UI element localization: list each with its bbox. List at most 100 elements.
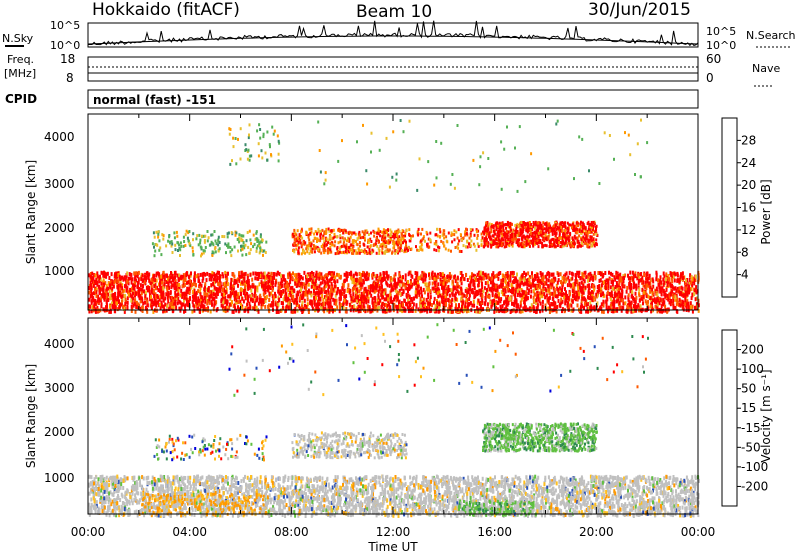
- data-cell: [380, 305, 383, 309]
- data-cell: [435, 290, 438, 295]
- data-cell: [337, 251, 340, 255]
- data-cell: [528, 275, 531, 280]
- data-cell: [323, 284, 326, 289]
- data-cell: [553, 229, 556, 233]
- data-cell: [547, 284, 550, 289]
- data-cell: [381, 230, 384, 234]
- data-cell: [142, 289, 145, 294]
- data-cell: [309, 299, 312, 304]
- data-cell: [675, 288, 678, 293]
- data-cell: [254, 293, 257, 298]
- data-cell: [275, 272, 278, 277]
- data-cell: [249, 294, 252, 299]
- data-cell: [580, 299, 583, 304]
- data-cell: [370, 293, 373, 298]
- data-cell: [605, 299, 608, 304]
- data-cell: [205, 307, 208, 311]
- data-cell: [454, 297, 457, 301]
- data-cell: [394, 251, 397, 255]
- data-cell: [574, 297, 577, 302]
- data-cell: [656, 302, 659, 307]
- data-cell: [295, 247, 298, 251]
- data-cell: [551, 282, 554, 287]
- data-cell: [381, 246, 384, 250]
- data-cell: [422, 297, 425, 302]
- data-cell: [588, 296, 591, 300]
- data-cell: [474, 309, 477, 314]
- data-cell: [362, 291, 365, 296]
- data-cell: [417, 281, 419, 286]
- data-cell: [450, 305, 453, 310]
- data-cell: [193, 279, 196, 284]
- data-cell: [239, 281, 242, 286]
- data-cell: [378, 249, 381, 252]
- data-cell: [177, 288, 180, 293]
- data-cell: [477, 283, 480, 288]
- data-cell: [393, 274, 396, 279]
- data-cell: [351, 241, 354, 245]
- data-cell: [339, 236, 342, 240]
- data-cell: [596, 303, 598, 308]
- data-cell: [449, 299, 452, 304]
- data-cell: [203, 287, 206, 292]
- data-cell: [253, 293, 256, 298]
- data-cell: [545, 230, 548, 234]
- data-cell: [225, 305, 228, 309]
- data-cell: [174, 293, 177, 298]
- data-cell: [170, 271, 172, 275]
- data-cell: [225, 283, 228, 288]
- data-cell: [284, 306, 287, 311]
- cpid-panel-frame: [87, 89, 699, 109]
- data-cell: [225, 301, 228, 306]
- data-cell: [649, 289, 652, 294]
- data-cell: [471, 287, 474, 292]
- data-cell: [369, 287, 372, 292]
- data-cell: [518, 307, 521, 312]
- data-cell: [126, 306, 129, 310]
- data-cell: [398, 235, 401, 239]
- data-cell: [535, 301, 538, 305]
- data-cell: [576, 239, 579, 243]
- data-cell: [291, 294, 294, 299]
- data-cell: [638, 298, 641, 303]
- nave-tick-high: 60: [706, 52, 721, 66]
- data-cell: [384, 236, 387, 240]
- data-cell: [364, 238, 366, 242]
- data-cell: [101, 280, 104, 285]
- data-cell: [263, 271, 266, 276]
- data-cell: [323, 232, 326, 236]
- data-cell: [144, 291, 147, 295]
- data-cell: [377, 289, 380, 294]
- data-cell: [690, 296, 693, 301]
- data-cell: [497, 276, 500, 281]
- data-cell: [154, 292, 157, 297]
- data-cell: [507, 230, 510, 234]
- data-cell: [165, 292, 168, 297]
- data-cell: [560, 223, 563, 227]
- data-cell: [408, 284, 411, 289]
- data-cell: [572, 285, 575, 290]
- data-cell: [486, 302, 489, 307]
- data-cell: [294, 278, 297, 283]
- data-cell: [382, 274, 385, 279]
- data-cell: [403, 298, 406, 303]
- data-cell: [298, 279, 300, 284]
- data-cell: [352, 278, 355, 283]
- data-cell: [395, 284, 398, 289]
- data-cell: [290, 289, 293, 294]
- data-cell: [323, 295, 326, 300]
- data-cell: [324, 281, 327, 286]
- data-cell: [520, 276, 523, 281]
- data-cell: [152, 289, 155, 294]
- data-cell: [165, 308, 168, 313]
- data-cell: [501, 282, 504, 287]
- data-cell: [284, 280, 287, 285]
- data-cell: [345, 301, 348, 306]
- data-cell: [319, 236, 322, 240]
- data-cell: [569, 245, 572, 249]
- data-cell: [178, 273, 181, 278]
- data-cell: [398, 299, 401, 304]
- data-cell: [628, 285, 631, 290]
- data-cell: [354, 298, 356, 303]
- data-cell: [240, 292, 242, 297]
